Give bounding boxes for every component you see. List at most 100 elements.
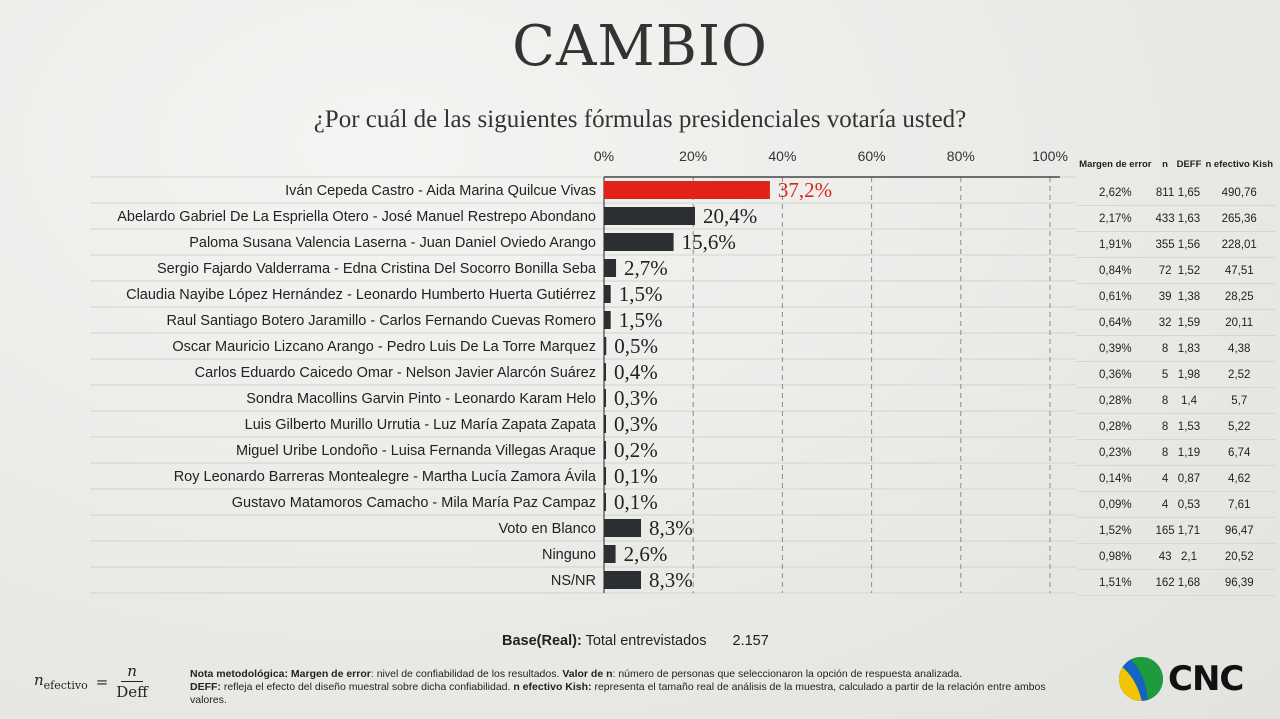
stats-cell: 4 (1154, 491, 1176, 518)
stats-row: 0,09% 4 0,53 7,61 (1076, 491, 1276, 518)
stats-row: 2,17% 433 1,63 265,36 (1076, 205, 1276, 232)
stats-cell: 28,25 (1202, 283, 1276, 310)
stats-cell: 0,14% (1076, 465, 1155, 492)
stats-cell: 0,87 (1175, 465, 1203, 492)
bar (604, 545, 616, 563)
value-label: 0,5% (614, 334, 658, 358)
stats-cell: 8 (1154, 335, 1176, 362)
formula-denominator: Deff (116, 683, 148, 701)
bar (604, 467, 606, 485)
stats-cell: 1,53 (1175, 413, 1203, 440)
stats-cell: 0,39% (1076, 335, 1155, 362)
stats-cell: 1,38 (1175, 283, 1203, 310)
bar (604, 181, 770, 199)
stats-cell: 0,53 (1175, 491, 1203, 518)
stats-cell: 5,22 (1202, 413, 1276, 440)
stats-cell: 0,23% (1076, 439, 1155, 466)
stats-header: n (1162, 159, 1168, 170)
cnc-emblem-icon (1119, 657, 1163, 701)
stats-row: 0,28% 8 1,4 5,7 (1076, 387, 1276, 414)
stats-cell: 0,28% (1076, 387, 1155, 414)
stats-row: 0,64% 32 1,59 20,11 (1076, 309, 1276, 336)
value-label: 1,5% (619, 282, 663, 306)
stats-row: 1,91% 355 1,56 228,01 (1076, 231, 1276, 258)
value-label: 8,3% (649, 516, 693, 540)
stats-cell: 0,28% (1076, 413, 1155, 440)
stats-cell: 4 (1154, 465, 1176, 492)
stats-cell: 96,47 (1202, 517, 1276, 544)
x-tick-label: 40% (768, 148, 796, 164)
stats-table: Margen de error n DEFF n efectivo Kish 2,62… (1076, 150, 1276, 596)
base-value: 2.157 (732, 633, 769, 649)
value-label: 0,1% (614, 464, 658, 488)
category-label: NS/NR (551, 573, 596, 589)
stats-cell: 8 (1154, 413, 1176, 440)
stats-cell: 265,36 (1202, 205, 1276, 232)
category-label: Oscar Mauricio Lizcano Arango - Pedro Lu… (172, 339, 596, 355)
category-label: Raul Santiago Botero Jaramillo - Carlos … (166, 313, 596, 329)
base-info: Base(Real): Total entrevistados 2.157 (502, 633, 769, 649)
stats-row: 0,39% 8 1,83 4,38 (1076, 335, 1276, 362)
stats-cell: 811 (1154, 180, 1176, 206)
stats-row: 0,61% 39 1,38 28,25 (1076, 283, 1276, 310)
stats-cell: 6,74 (1202, 439, 1276, 466)
base-text: Total entrevistados (585, 633, 707, 649)
value-label: 8,3% (649, 568, 693, 592)
x-tick-label: 0% (594, 148, 614, 164)
chart-question: ¿Por cuál de las siguientes fórmulas pre… (313, 106, 967, 133)
stats-cell: 1,91% (1076, 231, 1155, 258)
bar (604, 389, 606, 407)
stats-cell: 165 (1154, 517, 1176, 544)
stats-cell: 1,83 (1175, 335, 1203, 362)
stats-cell: 43 (1154, 543, 1176, 570)
value-label: 0,3% (614, 386, 658, 410)
stats-row: 1,52% 165 1,71 96,47 (1076, 517, 1276, 544)
stats-cell: 2,1 (1175, 543, 1203, 570)
stats-cell: 32 (1154, 309, 1176, 336)
category-label: Gustavo Matamoros Camacho - Mila María P… (232, 495, 596, 511)
stats-cell: 0,64% (1076, 309, 1155, 336)
stats-header: DEFF (1176, 159, 1202, 170)
bar (604, 285, 611, 303)
bar (604, 493, 606, 511)
category-label: Ninguno (542, 547, 596, 563)
stats-row: 0,84% 72 1,52 47,51 (1076, 257, 1276, 284)
stats-cell: 96,39 (1202, 569, 1276, 596)
stats-cell: 1,4 (1175, 387, 1203, 414)
formula-equals: = (95, 672, 109, 691)
stats-cell: 1,98 (1175, 361, 1203, 388)
stats-cell: 0,09% (1076, 491, 1155, 518)
stats-cell: 2,62% (1076, 180, 1155, 206)
stats-cell: 4,38 (1202, 335, 1276, 362)
stats-row: 0,23% 8 1,19 6,74 (1076, 439, 1276, 466)
stats-cell: 47,51 (1202, 257, 1276, 284)
base-label: Base(Real): (502, 633, 582, 649)
stats-row: 0,14% 4 0,87 4,62 (1076, 465, 1276, 492)
category-label: Carlos Eduardo Caicedo Omar - Nelson Jav… (195, 365, 596, 381)
stats-cell: 1,65 (1175, 180, 1203, 206)
bar (604, 441, 606, 459)
value-label: 0,2% (614, 438, 658, 462)
stats-header: Margen de error (1079, 159, 1152, 170)
stats-cell: 0,98% (1076, 543, 1155, 570)
stats-cell: 2,52 (1202, 361, 1276, 388)
stats-cell: 433 (1154, 205, 1176, 232)
stats-cell: 1,51% (1076, 569, 1155, 596)
stats-cell: 1,52% (1076, 517, 1155, 544)
stats-cell: 39 (1154, 283, 1176, 310)
stats-cell: 5 (1154, 361, 1176, 388)
stats-header: n efectivo Kish (1205, 159, 1274, 170)
x-tick-label: 20% (679, 148, 707, 164)
stats-cell: 162 (1154, 569, 1176, 596)
value-label: 2,6% (624, 542, 668, 566)
bar (604, 233, 674, 251)
formula-lhs: nefectivo (34, 671, 88, 692)
bar (604, 571, 642, 589)
stats-cell: 4,62 (1202, 465, 1276, 492)
stats-cell: 72 (1154, 257, 1176, 284)
cnc-name: CNC (1168, 659, 1244, 699)
stats-cell: 5,7 (1202, 387, 1276, 414)
stats-cell: 0,36% (1076, 361, 1155, 388)
stats-cell: 8 (1154, 387, 1176, 414)
stats-row: 2,62% 811 1,65 490,76 (1076, 180, 1276, 206)
